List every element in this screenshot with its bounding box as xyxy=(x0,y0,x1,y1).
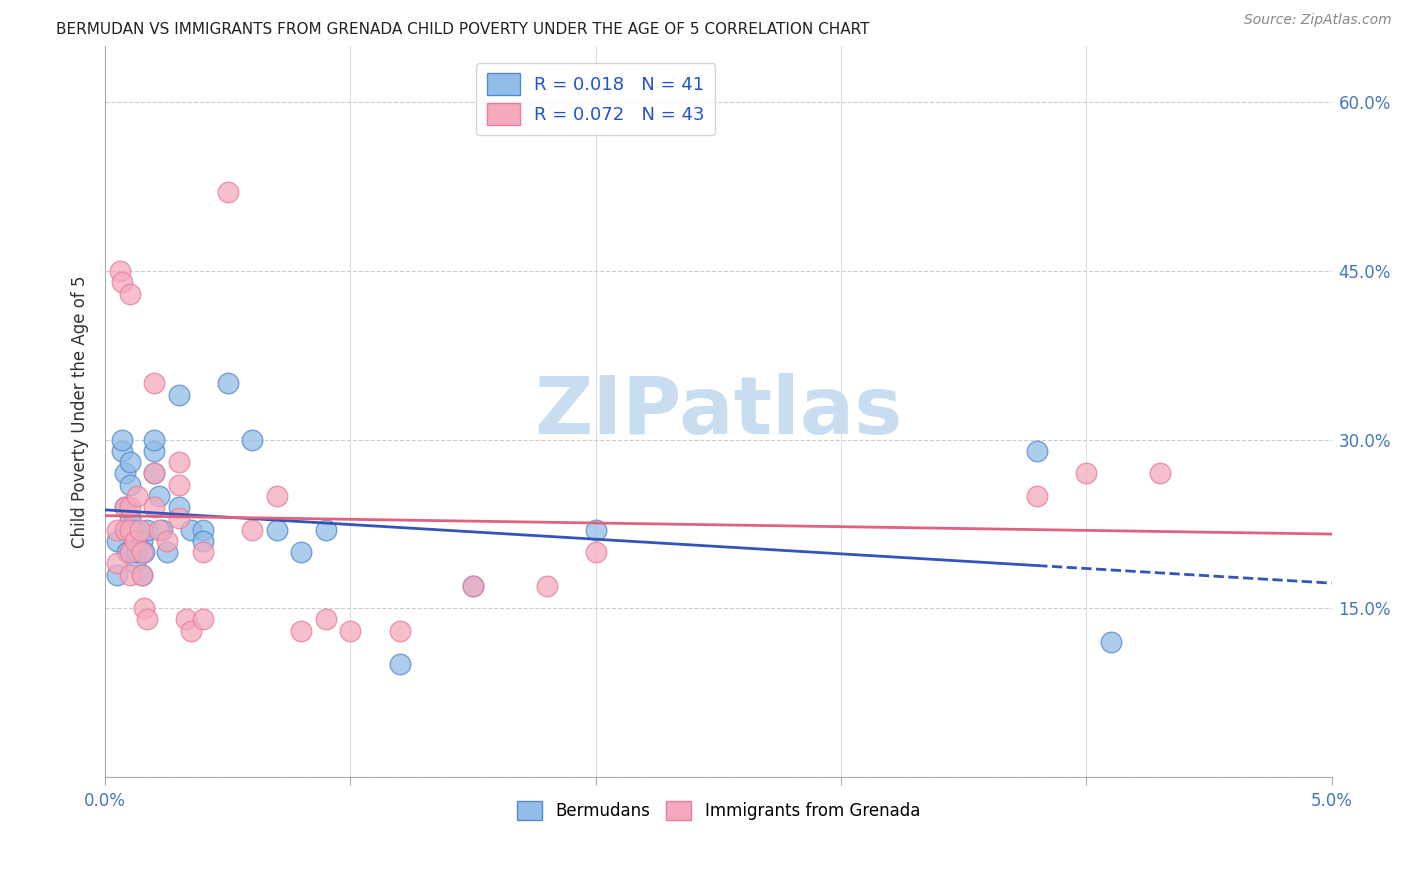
Point xyxy=(114,500,136,514)
Text: ZIPatlas: ZIPatlas xyxy=(534,373,903,450)
Point xyxy=(134,601,156,615)
Point xyxy=(131,533,153,548)
Point xyxy=(143,433,166,447)
Point xyxy=(118,567,141,582)
Point xyxy=(339,624,361,638)
Point xyxy=(118,455,141,469)
Point xyxy=(114,467,136,481)
Point xyxy=(143,467,166,481)
Point xyxy=(128,523,150,537)
Point xyxy=(124,556,146,570)
Point xyxy=(148,523,170,537)
Point xyxy=(290,624,312,638)
Point xyxy=(118,545,141,559)
Point xyxy=(585,523,607,537)
Point xyxy=(266,489,288,503)
Point xyxy=(388,657,411,672)
Point xyxy=(131,567,153,582)
Point xyxy=(155,545,177,559)
Y-axis label: Child Poverty Under the Age of 5: Child Poverty Under the Age of 5 xyxy=(72,276,89,548)
Point xyxy=(217,186,239,200)
Point xyxy=(118,511,141,525)
Point xyxy=(1149,467,1171,481)
Point xyxy=(108,264,131,278)
Point xyxy=(155,533,177,548)
Point xyxy=(127,489,149,503)
Point xyxy=(193,523,215,537)
Point xyxy=(536,579,558,593)
Point xyxy=(1026,443,1049,458)
Point xyxy=(167,387,190,401)
Point xyxy=(315,613,337,627)
Point xyxy=(127,545,149,559)
Point xyxy=(131,545,153,559)
Point xyxy=(107,556,129,570)
Point xyxy=(117,523,139,537)
Point xyxy=(461,579,484,593)
Point xyxy=(193,545,215,559)
Point xyxy=(193,533,215,548)
Point xyxy=(118,500,141,514)
Point xyxy=(131,567,153,582)
Point xyxy=(174,613,197,627)
Point xyxy=(388,624,411,638)
Point xyxy=(111,443,134,458)
Point xyxy=(266,523,288,537)
Text: BERMUDAN VS IMMIGRANTS FROM GRENADA CHILD POVERTY UNDER THE AGE OF 5 CORRELATION: BERMUDAN VS IMMIGRANTS FROM GRENADA CHIL… xyxy=(56,22,870,37)
Point xyxy=(167,477,190,491)
Point xyxy=(135,523,157,537)
Point xyxy=(148,489,170,503)
Point xyxy=(118,477,141,491)
Point xyxy=(1076,467,1098,481)
Point xyxy=(143,443,166,458)
Point xyxy=(114,523,136,537)
Point xyxy=(134,545,156,559)
Point xyxy=(193,613,215,627)
Point xyxy=(124,533,146,548)
Point xyxy=(1026,489,1049,503)
Point xyxy=(315,523,337,537)
Point xyxy=(114,500,136,514)
Point xyxy=(117,545,139,559)
Point xyxy=(240,433,263,447)
Point xyxy=(290,545,312,559)
Legend: Bermudans, Immigrants from Grenada: Bermudans, Immigrants from Grenada xyxy=(510,795,927,827)
Point xyxy=(180,523,202,537)
Point xyxy=(167,455,190,469)
Point xyxy=(118,286,141,301)
Point xyxy=(585,545,607,559)
Point xyxy=(150,523,173,537)
Text: Source: ZipAtlas.com: Source: ZipAtlas.com xyxy=(1244,13,1392,28)
Point xyxy=(111,275,134,289)
Point xyxy=(124,523,146,537)
Point xyxy=(217,376,239,391)
Point xyxy=(461,579,484,593)
Point xyxy=(143,376,166,391)
Point xyxy=(127,533,149,548)
Point xyxy=(143,467,166,481)
Point xyxy=(118,523,141,537)
Point xyxy=(107,533,129,548)
Point xyxy=(1099,635,1122,649)
Point xyxy=(143,500,166,514)
Point xyxy=(240,523,263,537)
Point xyxy=(135,613,157,627)
Point xyxy=(107,523,129,537)
Point xyxy=(167,511,190,525)
Point xyxy=(167,500,190,514)
Point xyxy=(180,624,202,638)
Point xyxy=(118,545,141,559)
Point xyxy=(107,567,129,582)
Point xyxy=(111,433,134,447)
